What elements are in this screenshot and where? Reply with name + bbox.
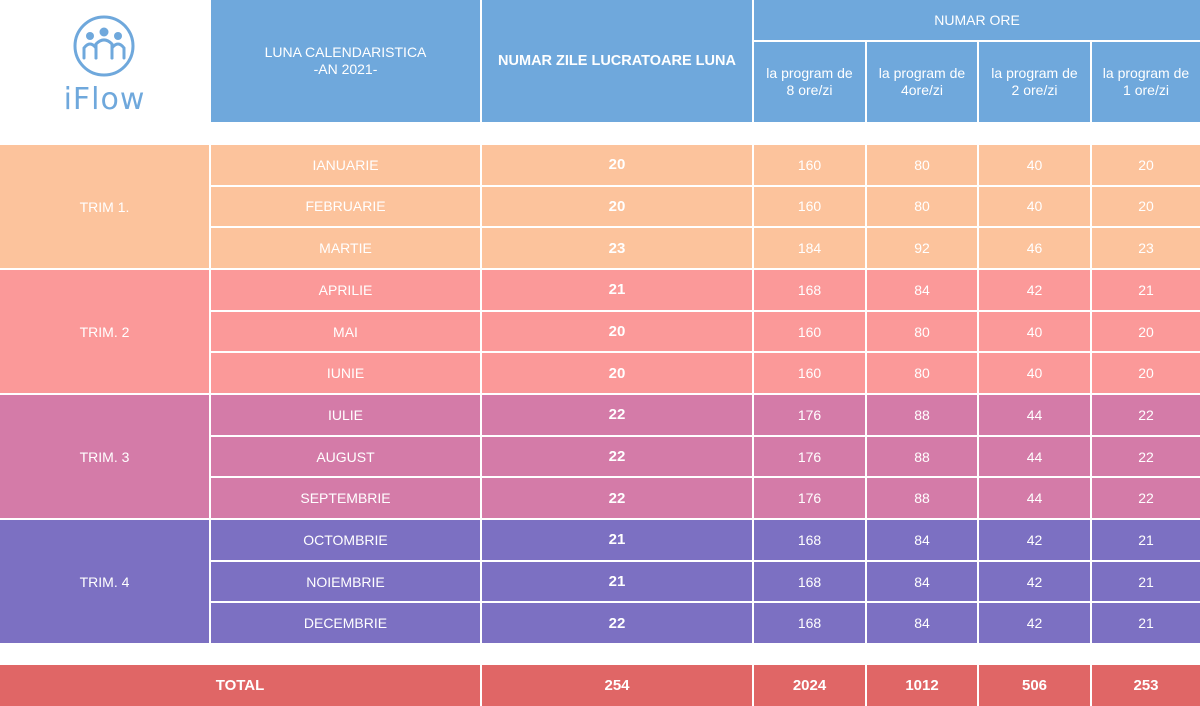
hours-8: 160: [754, 186, 865, 227]
working-days: 20: [482, 311, 752, 352]
hours-1: 22: [1092, 478, 1200, 519]
working-days: 20: [482, 186, 752, 227]
month-name: APRILIE: [211, 270, 480, 310]
hours-4: 88: [867, 436, 977, 477]
hours-8: 168: [754, 270, 865, 310]
hours-1: 22: [1092, 436, 1200, 477]
header-sub-8: la program de 8 ore/zi: [754, 42, 865, 122]
logo-text: iFlow: [63, 82, 146, 117]
hours-8: 168: [754, 561, 865, 602]
hours-2: 46: [979, 228, 1090, 268]
quarter-label: TRIM. 4: [0, 520, 209, 644]
month-name: SEPTEMBRIE: [211, 478, 480, 519]
working-days: 21: [482, 270, 752, 310]
hours-1: 23: [1092, 228, 1200, 268]
hours-8: 160: [754, 145, 865, 185]
month-name: OCTOMBRIE: [211, 520, 480, 560]
hours-2: 40: [979, 311, 1090, 352]
header-numar-ore: NUMAR ORE: [754, 0, 1200, 40]
hours-8: 168: [754, 603, 865, 644]
working-days: 21: [482, 561, 752, 602]
hours-4: 88: [867, 395, 977, 435]
hours-4: 80: [867, 311, 977, 352]
month-name: FEBRUARIE: [211, 186, 480, 227]
working-days: 20: [482, 145, 752, 185]
quarter-label: TRIM. 2: [0, 270, 209, 393]
total-hours-8: 2024: [754, 665, 865, 706]
month-name: IULIE: [211, 395, 480, 435]
hours-1: 21: [1092, 270, 1200, 310]
working-days: 22: [482, 395, 752, 435]
iflow-logo: iFlow: [0, 0, 209, 122]
quarter-label: TRIM. 3: [0, 395, 209, 519]
working-days: 23: [482, 228, 752, 268]
total-hours-2: 506: [979, 665, 1090, 706]
hours-1: 20: [1092, 353, 1200, 393]
month-name: AUGUST: [211, 436, 480, 477]
total-label: TOTAL: [0, 665, 480, 706]
hours-8: 160: [754, 311, 865, 352]
hours-8: 160: [754, 353, 865, 393]
hours-2: 42: [979, 561, 1090, 602]
month-name: MAI: [211, 311, 480, 352]
hours-1: 20: [1092, 186, 1200, 227]
header-luna: LUNA CALENDARISTICA -AN 2021-: [211, 0, 480, 122]
total-hours-4: 1012: [867, 665, 977, 706]
hours-1: 21: [1092, 520, 1200, 560]
header-sub-4: la program de 4ore/zi: [867, 42, 977, 122]
working-days: 21: [482, 520, 752, 560]
hours-4: 88: [867, 478, 977, 519]
hours-2: 42: [979, 270, 1090, 310]
hours-4: 84: [867, 520, 977, 560]
quarter-label: TRIM 1.: [0, 145, 209, 268]
hours-8: 184: [754, 228, 865, 268]
working-days: 22: [482, 436, 752, 477]
month-name: NOIEMBRIE: [211, 561, 480, 602]
hours-2: 44: [979, 395, 1090, 435]
month-name: MARTIE: [211, 228, 480, 268]
working-days: 22: [482, 603, 752, 644]
hours-2: 40: [979, 353, 1090, 393]
hours-4: 92: [867, 228, 977, 268]
hours-1: 22: [1092, 395, 1200, 435]
hours-4: 80: [867, 186, 977, 227]
hours-8: 176: [754, 436, 865, 477]
working-days: 20: [482, 353, 752, 393]
hours-2: 44: [979, 436, 1090, 477]
hours-8: 176: [754, 478, 865, 519]
month-name: IUNIE: [211, 353, 480, 393]
hours-4: 84: [867, 561, 977, 602]
hours-4: 80: [867, 145, 977, 185]
header-sub-1: la program de 1 ore/zi: [1092, 42, 1200, 122]
hours-1: 21: [1092, 603, 1200, 644]
hours-4: 80: [867, 353, 977, 393]
month-name: IANUARIE: [211, 145, 480, 185]
total-hours-1: 253: [1092, 665, 1200, 706]
people-circle-icon: [73, 15, 135, 77]
hours-1: 20: [1092, 311, 1200, 352]
header-zile-lucratoare: NUMAR ZILE LUCRATOARE LUNA: [482, 0, 752, 122]
hours-2: 40: [979, 145, 1090, 185]
hours-2: 40: [979, 186, 1090, 227]
month-name: DECEMBRIE: [211, 603, 480, 644]
total-days: 254: [482, 665, 752, 706]
hours-4: 84: [867, 270, 977, 310]
hours-2: 42: [979, 603, 1090, 644]
hours-8: 168: [754, 520, 865, 560]
working-days: 22: [482, 478, 752, 519]
hours-8: 176: [754, 395, 865, 435]
hours-4: 84: [867, 603, 977, 644]
header-sub-2: la program de 2 ore/zi: [979, 42, 1090, 122]
hours-1: 21: [1092, 561, 1200, 602]
hours-2: 42: [979, 520, 1090, 560]
hours-1: 20: [1092, 145, 1200, 185]
hours-2: 44: [979, 478, 1090, 519]
